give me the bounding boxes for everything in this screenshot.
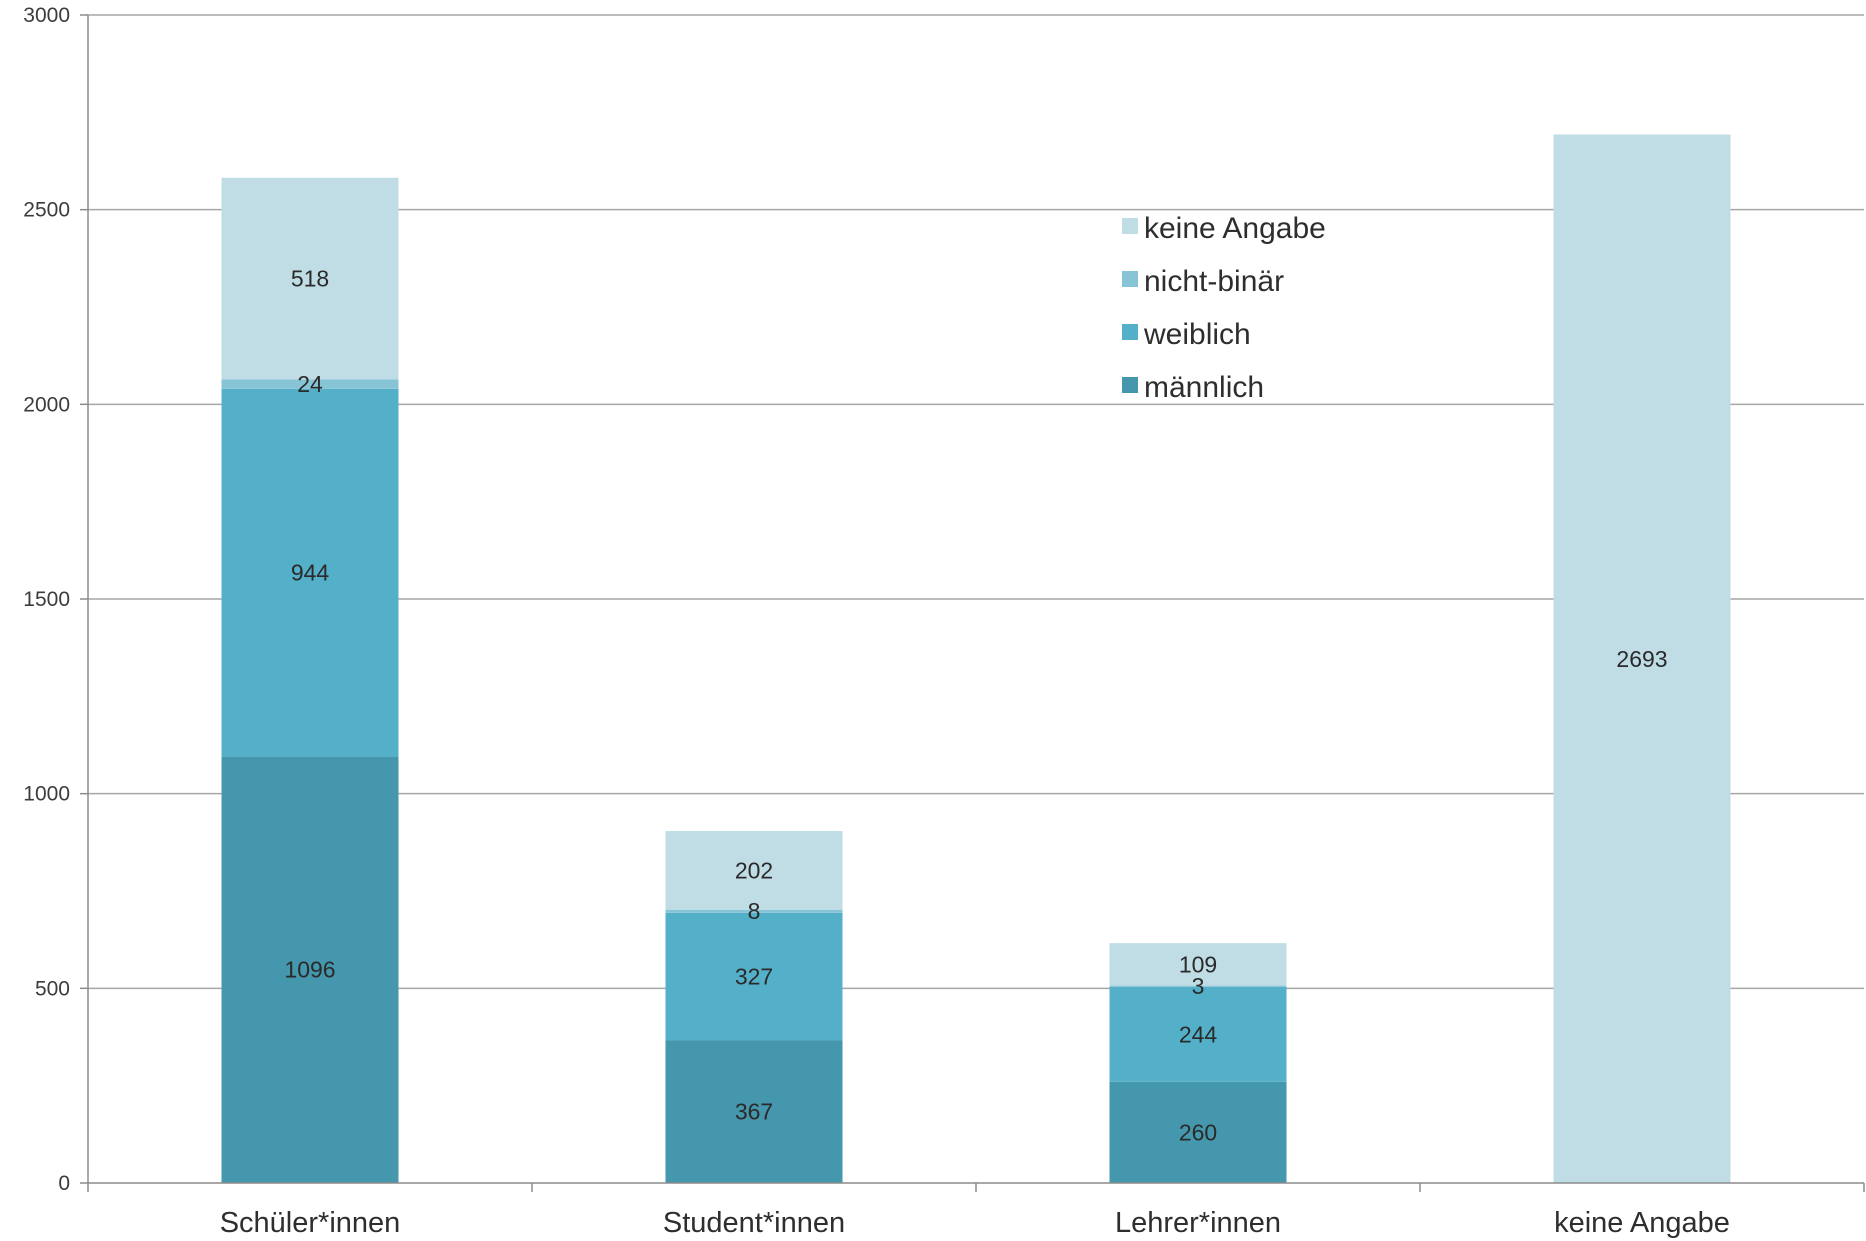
legend-swatch	[1122, 271, 1138, 287]
y-tick-label: 2000	[23, 393, 70, 416]
y-tick-label: 3000	[23, 4, 70, 27]
data-label: 367	[735, 1099, 773, 1125]
axes: 0 500 1000 1500 2000 2500 3000 Schüler*innen Stu…	[23, 4, 1865, 1239]
bar-segment-nicht-binär	[1109, 985, 1287, 987]
data-label: 244	[1179, 1021, 1218, 1047]
data-label: 327	[735, 963, 773, 989]
legend-label: nicht-binär	[1144, 265, 1284, 298]
y-tick-label: 1000	[23, 783, 70, 806]
data-label: 3	[1192, 973, 1205, 999]
data-label: 2693	[1616, 646, 1667, 672]
x-category-label: Schüler*innen	[220, 1207, 401, 1239]
data-label: 1096	[284, 957, 335, 983]
bar-segment-weiblich	[221, 388, 399, 757]
x-category-label: Student*innen	[663, 1207, 845, 1239]
x-category-label: keine Angabe	[1554, 1207, 1730, 1239]
bar-segment-nicht-binär	[665, 909, 843, 913]
data-label: 24	[297, 371, 323, 397]
data-label: 202	[735, 857, 773, 883]
legend-swatch	[1122, 377, 1138, 393]
y-tick-label: 0	[58, 1172, 70, 1195]
bar-segment-weiblich	[1109, 986, 1287, 1082]
legend-label: keine Angabe	[1144, 212, 1326, 245]
bar-segment-männlich	[1109, 1081, 1287, 1183]
bar-segment-keine Angabe	[1109, 943, 1287, 986]
bar-segment-keine Angabe	[221, 177, 399, 380]
y-tick-label: 2500	[23, 199, 70, 222]
legend-swatch	[1122, 218, 1138, 234]
legend-label: weiblich	[1143, 318, 1251, 351]
bar-segment-weiblich	[665, 912, 843, 1041]
legend-label: männlich	[1144, 371, 1264, 404]
bar-segment-keine Angabe	[665, 831, 843, 910]
data-label: 109	[1179, 951, 1217, 977]
x-category-label: Lehrer*innen	[1115, 1207, 1281, 1239]
bar-segment-männlich	[665, 1040, 843, 1183]
data-label: 518	[291, 266, 329, 292]
data-label: 260	[1179, 1119, 1217, 1145]
bar-segment-nicht-binär	[221, 379, 399, 389]
bar-segment-männlich	[221, 756, 399, 1183]
data-label: 944	[291, 560, 330, 586]
data-label: 8	[748, 898, 761, 924]
y-tick-label: 500	[35, 977, 70, 1000]
legend-swatch	[1122, 324, 1138, 340]
legend: keine Angabe nicht-binär weiblich männlich	[1122, 212, 1326, 404]
y-tick-label: 1500	[23, 588, 70, 611]
bars	[221, 134, 1731, 1183]
bar-segment-keine Angabe	[1553, 134, 1731, 1183]
